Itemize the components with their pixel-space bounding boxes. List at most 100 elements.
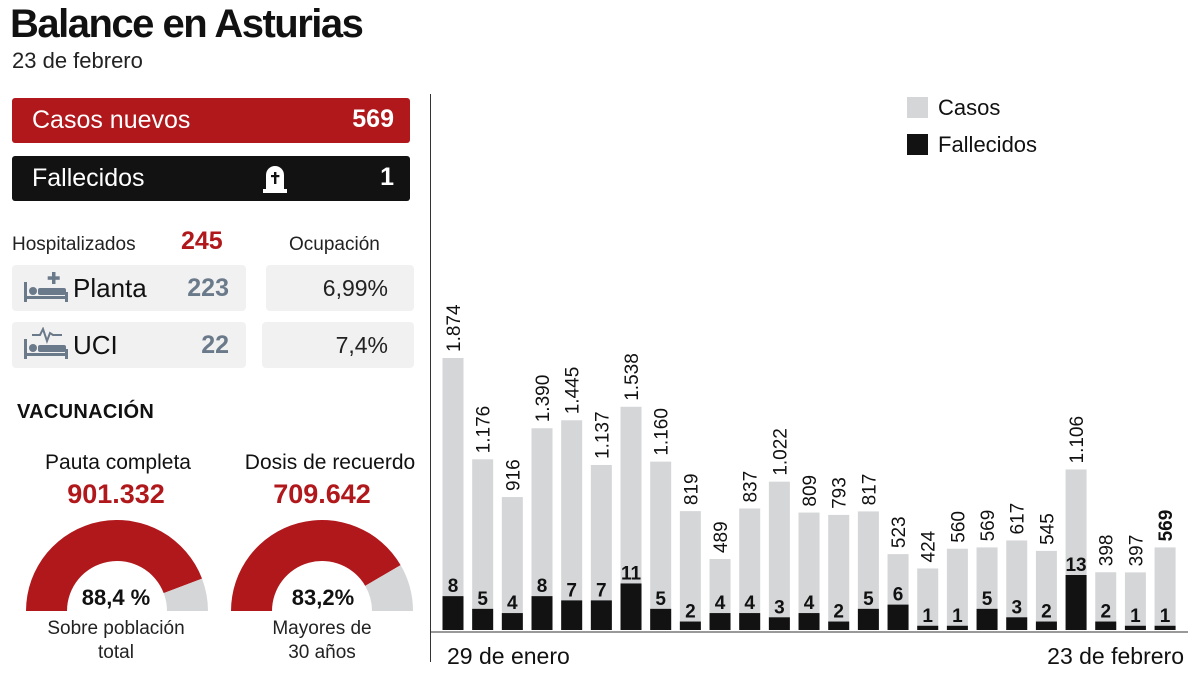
cases-bar xyxy=(472,459,494,630)
full-schedule-percent: 88,4 % xyxy=(81,585,151,610)
cases-bar xyxy=(709,559,731,630)
icu-count: 22 xyxy=(201,331,229,359)
deaths-data-label: 2 xyxy=(1100,602,1111,623)
deaths-data-label: 3 xyxy=(774,597,785,618)
cases-bar xyxy=(561,420,583,630)
cases-data-label: 809 xyxy=(800,475,821,507)
cases-bar xyxy=(917,568,939,630)
booster-caption: Mayores de 30 años xyxy=(222,617,422,665)
cases-data-label: 837 xyxy=(741,471,762,503)
deaths-data-label: 7 xyxy=(596,580,607,601)
cases-bar xyxy=(590,464,612,630)
booster-percent: 83,2% xyxy=(291,585,355,610)
deaths-bar xyxy=(976,608,998,630)
cases-bar xyxy=(1095,572,1117,630)
cases-data-label: 819 xyxy=(681,473,702,505)
deaths-data-label: 5 xyxy=(863,589,874,610)
cases-data-label: 1.022 xyxy=(770,428,791,476)
cases-data-label: 489 xyxy=(711,521,732,553)
full-schedule-value: 901.332 xyxy=(67,479,165,509)
deaths-bar xyxy=(946,625,968,630)
deaths-bar xyxy=(798,613,820,630)
cases-data-label: 1.160 xyxy=(652,408,673,456)
hospitalized-total: 245 xyxy=(181,227,223,255)
deaths-data-label: 7 xyxy=(566,580,577,601)
cases-deaths-chart: 81.87451.176491681.39071.44571.137111.53… xyxy=(431,95,1188,669)
cases-bar xyxy=(768,481,790,630)
deaths-bar xyxy=(620,583,642,630)
deaths-data-label: 13 xyxy=(1065,555,1086,576)
deaths-bar xyxy=(917,625,939,630)
deaths-data-label: 1 xyxy=(1130,606,1141,627)
icu-label: UCI xyxy=(73,330,118,360)
ward-count: 223 xyxy=(187,274,229,302)
cases-data-label: 1.538 xyxy=(622,353,643,401)
vertical-divider xyxy=(430,94,431,662)
deaths-bar xyxy=(531,596,553,630)
deaths-data-label: 6 xyxy=(893,585,904,606)
cases-bar xyxy=(442,358,464,630)
cases-data-label: 397 xyxy=(1126,535,1147,567)
deaths-bar xyxy=(709,613,731,630)
deaths-data-label: 4 xyxy=(715,593,726,614)
cases-bar xyxy=(946,548,968,630)
cases-data-label: 1.106 xyxy=(1067,416,1088,464)
deaths-bar xyxy=(1154,625,1176,630)
deaths-bar xyxy=(768,617,790,630)
deaths-bar xyxy=(442,596,464,630)
page-title: Balance en Asturias xyxy=(10,2,364,46)
deaths-bar xyxy=(650,608,672,630)
deaths-data-label: 2 xyxy=(685,602,696,623)
cases-bar xyxy=(1035,550,1057,630)
deaths-data-label: 4 xyxy=(804,593,815,614)
ward-occupancy: 6,99% xyxy=(322,275,388,301)
x-start-label: 29 de enero xyxy=(447,643,570,669)
cases-data-label: 617 xyxy=(1008,503,1029,535)
ward-occupancy-cell xyxy=(266,265,414,311)
cases-data-label: 569 xyxy=(978,510,999,542)
cases-data-label: 1.390 xyxy=(533,375,554,423)
deaths-bar xyxy=(472,608,494,630)
booster-caption-line1: Mayores de xyxy=(272,618,372,639)
deaths-data-label: 5 xyxy=(982,589,993,610)
deaths-data-label: 8 xyxy=(448,576,459,597)
deaths-bar xyxy=(1006,617,1028,630)
cases-data-label: 916 xyxy=(503,459,524,491)
cases-data-label: 1.874 xyxy=(444,304,465,352)
vaccination-title: VACUNACIÓN xyxy=(17,401,155,423)
cases-bar xyxy=(1154,547,1176,630)
cases-bar xyxy=(650,461,672,630)
new-cases-label: Casos nuevos xyxy=(32,106,191,134)
tombstone-icon xyxy=(262,165,288,200)
deaths-data-label: 5 xyxy=(655,589,666,610)
hospital-bed-icon xyxy=(22,270,70,311)
occupancy-label: Ocupación xyxy=(289,234,380,255)
full-schedule-title: Pauta completa xyxy=(45,451,191,474)
icu-bed-icon xyxy=(22,326,70,368)
deaths-bar xyxy=(590,600,612,630)
deaths-bar xyxy=(1124,625,1146,630)
cases-data-label: 560 xyxy=(948,511,969,543)
booster-title: Dosis de recuerdo xyxy=(244,451,416,474)
deaths-data-label: 2 xyxy=(1041,602,1052,623)
deaths-bar xyxy=(739,613,761,630)
new-cases-box: Casos nuevos 569 xyxy=(12,98,410,143)
deaths-bar xyxy=(1095,621,1117,630)
deaths-data-label: 5 xyxy=(477,589,488,610)
cases-bar xyxy=(828,514,850,630)
cases-data-label: 569 xyxy=(1156,510,1177,542)
new-cases-value: 569 xyxy=(352,105,394,133)
legend-swatch-fallecidos xyxy=(907,134,928,155)
legend-swatch-casos xyxy=(907,97,928,118)
cases-bar xyxy=(1124,572,1146,630)
deaths-bar xyxy=(501,613,523,630)
legend-label-fallecidos: Fallecidos xyxy=(938,132,1037,157)
cases-data-label: 424 xyxy=(919,530,940,562)
full-schedule-caption-line2: total xyxy=(98,642,134,663)
full-schedule-caption: Sobre población total xyxy=(16,617,216,665)
cases-data-label: 1.176 xyxy=(474,406,495,454)
cases-bar xyxy=(857,511,879,630)
booster-gauge xyxy=(231,520,413,611)
booster-caption-line2: 30 años xyxy=(288,642,356,663)
deaths-bar xyxy=(561,600,583,630)
